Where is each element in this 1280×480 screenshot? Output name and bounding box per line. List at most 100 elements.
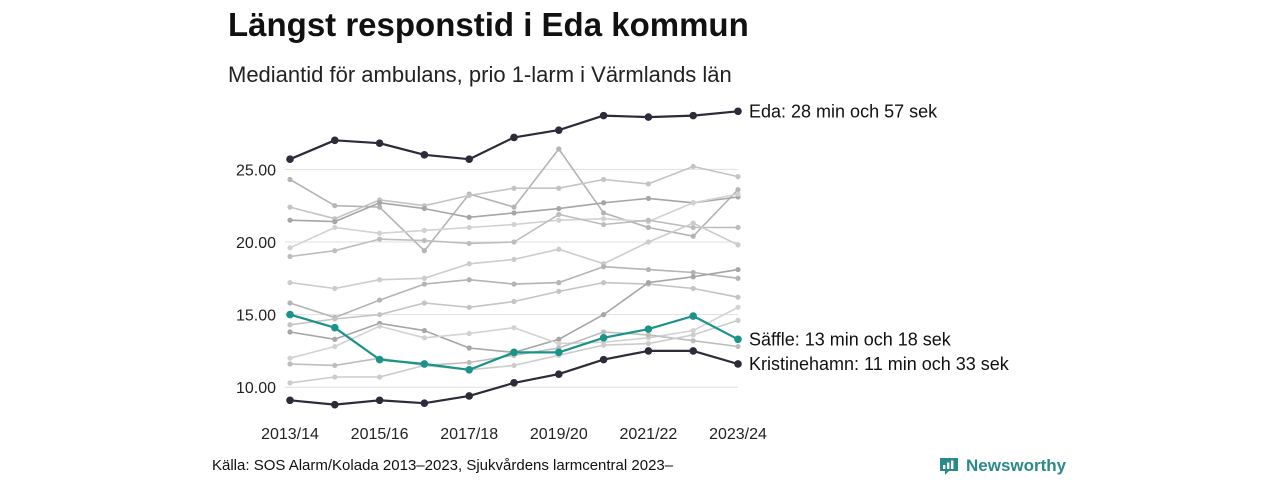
series-line-grey — [289, 265, 739, 319]
data-point-highlight — [644, 325, 653, 333]
data-point-grey — [556, 146, 562, 152]
data-point-grey — [332, 248, 338, 254]
data-point-grey — [287, 322, 293, 328]
data-point-highlight — [510, 133, 518, 142]
data-point-grey — [332, 343, 338, 350]
data-point-grey — [645, 181, 652, 187]
logo-text: Newsworthy — [966, 456, 1067, 475]
series-label: Säffle: 13 min och 18 sek — [749, 329, 952, 349]
data-point-highlight — [420, 360, 429, 368]
data-point-grey — [511, 221, 517, 228]
data-point-grey — [735, 242, 741, 248]
data-point-grey — [645, 224, 652, 231]
data-point-grey — [287, 380, 293, 386]
data-point-grey — [421, 237, 427, 244]
data-point-grey — [466, 214, 472, 220]
data-point-grey — [645, 332, 652, 338]
data-point-grey — [511, 185, 517, 191]
data-point-grey — [645, 266, 652, 273]
data-point-grey — [377, 311, 383, 318]
data-point-highlight — [375, 355, 384, 364]
data-point-grey — [735, 191, 741, 197]
data-point-grey — [735, 174, 741, 180]
data-point-grey — [735, 304, 741, 310]
data-point-grey — [690, 269, 696, 276]
data-point-highlight — [734, 335, 742, 344]
data-point-grey — [287, 204, 293, 210]
data-point-grey — [690, 233, 696, 239]
data-point-grey — [421, 281, 427, 287]
data-point-grey — [645, 341, 652, 347]
data-point-grey — [287, 355, 293, 361]
data-point-grey — [511, 239, 517, 245]
data-point-grey — [690, 327, 696, 334]
x-tick-label: 2023/24 — [709, 426, 767, 443]
data-point-grey — [601, 311, 607, 318]
data-point-highlight — [286, 310, 294, 319]
newsworthy-logo: Newsworthy — [938, 455, 1066, 477]
data-point-grey — [332, 285, 338, 292]
data-point-grey — [601, 176, 607, 183]
data-point-grey — [735, 187, 741, 193]
data-point-grey — [556, 280, 562, 286]
data-point-highlight — [510, 348, 518, 357]
data-point-grey — [377, 277, 383, 283]
data-point-grey — [645, 217, 652, 223]
data-point-grey — [466, 277, 472, 283]
data-point-highlight — [286, 155, 294, 163]
data-point-grey — [556, 217, 562, 223]
data-point-grey — [332, 219, 338, 225]
x-tick-label: 2019/20 — [530, 426, 588, 443]
data-point-grey — [377, 204, 383, 210]
data-point-grey — [287, 217, 293, 223]
data-point-grey — [556, 246, 562, 252]
data-point-grey — [466, 359, 472, 366]
data-point-grey — [377, 236, 383, 242]
data-point-grey — [332, 362, 338, 369]
data-point-grey — [601, 329, 607, 335]
data-point-grey — [287, 329, 293, 335]
data-point-grey — [421, 275, 427, 281]
data-point-grey — [466, 240, 472, 247]
source-note: Källa: SOS Alarm/Kolada 2013–2023, Sjukv… — [212, 457, 674, 474]
data-point-grey — [287, 300, 293, 306]
data-point-highlight — [599, 355, 608, 364]
data-point-highlight — [420, 151, 429, 159]
data-point-grey — [332, 374, 338, 380]
data-point-grey — [601, 342, 607, 348]
y-tick-label: 15.00 — [236, 308, 276, 325]
data-point-highlight — [734, 107, 742, 116]
data-point-grey — [690, 224, 696, 231]
data-point-grey — [287, 361, 293, 367]
data-point-grey — [690, 285, 696, 292]
data-point-highlight — [555, 126, 563, 134]
series-line-grey — [289, 222, 739, 290]
data-point-grey — [466, 345, 472, 351]
data-point-grey — [601, 280, 607, 286]
x-tick-label: 2021/22 — [619, 426, 677, 443]
data-point-grey — [377, 297, 383, 303]
data-point-grey — [511, 281, 517, 287]
data-point-grey — [735, 317, 741, 324]
data-point-highlight — [689, 312, 697, 320]
data-point-highlight — [331, 136, 339, 145]
line-chart: 10.00 15.00 20.00 25.00 2013/14 2015/16 2017/1… — [236, 101, 1010, 443]
data-point-grey — [556, 211, 562, 217]
data-point-highlight — [555, 370, 563, 378]
data-point-highlight — [644, 113, 653, 121]
data-point-highlight — [599, 334, 608, 342]
data-point-highlight — [689, 347, 697, 355]
data-point-highlight — [420, 399, 429, 407]
x-tick-label: 2013/14 — [261, 426, 319, 443]
data-point-grey — [601, 216, 607, 222]
y-tick-label: 20.00 — [236, 235, 276, 252]
data-point-grey — [690, 220, 696, 226]
data-point-grey — [332, 203, 338, 209]
data-point-grey — [421, 227, 427, 233]
data-point-grey — [601, 221, 607, 228]
x-tick-label: 2017/18 — [440, 426, 498, 443]
data-point-grey — [645, 280, 652, 286]
data-point-grey — [556, 288, 562, 294]
data-point-grey — [511, 204, 517, 210]
data-point-grey — [511, 256, 517, 263]
